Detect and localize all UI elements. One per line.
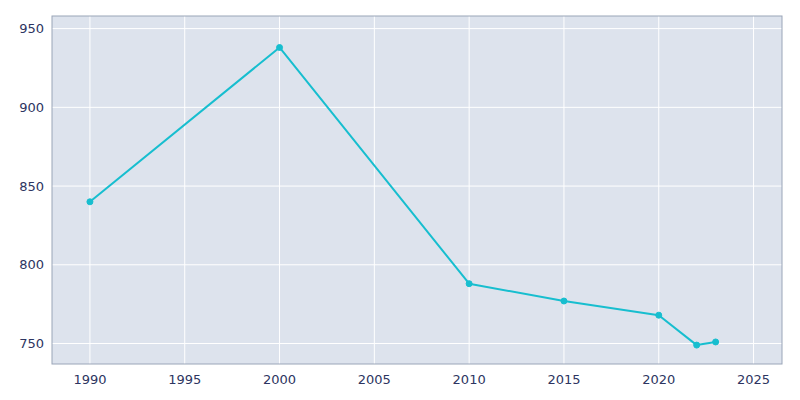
line xyxy=(90,47,716,345)
series xyxy=(87,44,719,348)
point xyxy=(87,199,93,205)
x-grid-line xyxy=(563,16,564,364)
point xyxy=(713,339,719,345)
x-tick-label: 1995 xyxy=(168,372,201,387)
plot-frame xyxy=(52,16,782,364)
x-grid-line xyxy=(469,16,470,364)
x-tick-label: 2010 xyxy=(453,372,486,387)
x-grid-line xyxy=(374,16,375,364)
y-grid-line xyxy=(52,28,782,29)
x-grid-line xyxy=(89,16,90,364)
point xyxy=(561,298,567,304)
chart-container: 1990 1995 2000 2005 2010 2015 2020 2025 750 800 85… xyxy=(0,0,800,400)
x-tick-label: 2025 xyxy=(737,372,770,387)
y-grid-line xyxy=(52,343,782,344)
x-grid-line xyxy=(184,16,185,364)
x-grid-line xyxy=(753,16,754,364)
tick-labels: 1990 1995 2000 2005 2010 2015 2020 2025 750 800 85… xyxy=(19,21,770,387)
y-tick-label: 950 xyxy=(19,21,44,36)
x-tick-label: 2015 xyxy=(547,372,580,387)
chart-svg: 1990 1995 2000 2005 2010 2015 2020 2025 750 800 85… xyxy=(0,0,800,400)
y-tick-label: 850 xyxy=(19,179,44,194)
y-grid-line xyxy=(52,107,782,108)
y-tick-label: 750 xyxy=(19,336,44,351)
point xyxy=(466,281,472,287)
point xyxy=(277,44,283,50)
x-tick-label: 1990 xyxy=(73,372,106,387)
x-tick-label: 2000 xyxy=(263,372,296,387)
y-grid-line xyxy=(52,264,782,265)
grid xyxy=(52,16,782,364)
point xyxy=(656,312,662,318)
y-tick-label: 900 xyxy=(19,100,44,115)
x-grid-line xyxy=(279,16,280,364)
y-tick-label: 800 xyxy=(19,257,44,272)
plot-background xyxy=(52,16,782,364)
point xyxy=(694,342,700,348)
x-tick-label: 2020 xyxy=(642,372,675,387)
x-tick-label: 2005 xyxy=(358,372,391,387)
y-grid-line xyxy=(52,186,782,187)
